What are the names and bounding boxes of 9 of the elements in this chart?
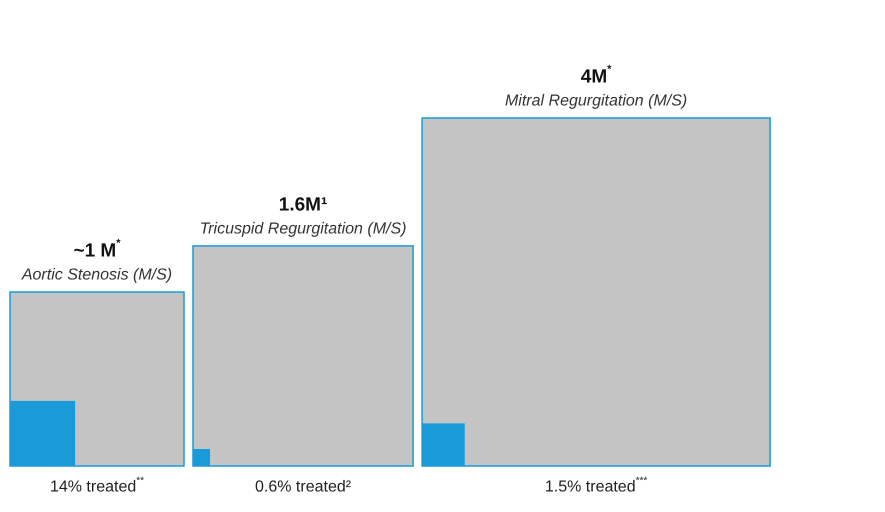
data-label: 1.5% treated*** [544,476,648,496]
category-label: Aortic Stenosis (M/S) [20,266,172,284]
data-label: 4M* [580,64,612,88]
category-label: Mitral Regurgitation (M/S) [504,92,688,110]
data-label: 14% treated** [50,476,144,496]
data-label: 0.6% treated² [255,478,352,496]
data-label: 1.6M¹ [278,194,328,216]
data-label: ~1 M* [73,238,122,262]
category-label: Tricuspid Regurgitation (M/S) [200,220,406,238]
